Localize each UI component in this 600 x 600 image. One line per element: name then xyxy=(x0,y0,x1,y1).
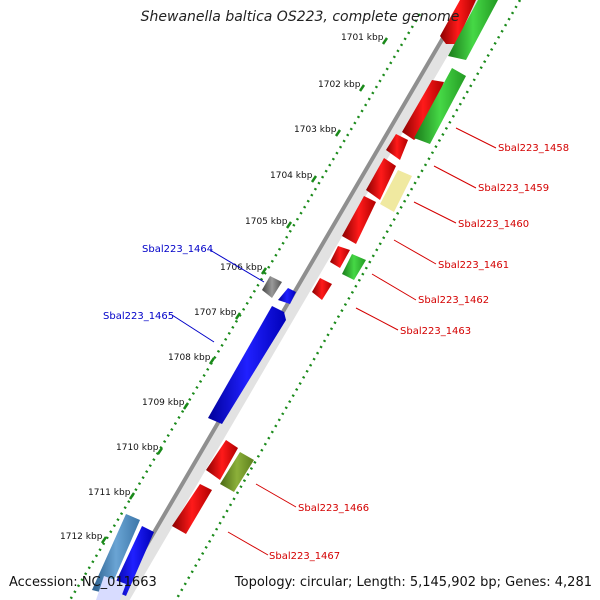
tick-label: 1702 kbp xyxy=(318,80,361,90)
gene-label[interactable]: Sbal223_1463 xyxy=(400,326,471,337)
tick-mark xyxy=(381,37,389,45)
tick-label: 1701 kbp xyxy=(341,33,384,43)
gene-top-red[interactable] xyxy=(440,0,476,44)
leader-lines xyxy=(171,127,497,556)
gene-blue-1464[interactable] xyxy=(278,288,296,304)
tick-label: 1709 kbp xyxy=(142,398,185,408)
gene-label[interactable]: Sbal223_1462 xyxy=(418,295,489,306)
gene-label[interactable]: Sbal223_1459 xyxy=(478,183,549,194)
genome-title: Shewanella baltica OS223, complete genom… xyxy=(140,9,460,25)
gene-green-1458[interactable] xyxy=(414,68,466,144)
tick-label: 1703 kbp xyxy=(294,125,337,135)
gene-red-1461[interactable] xyxy=(342,196,376,244)
tick-mark xyxy=(128,492,136,500)
tick-label: 1707 kbp xyxy=(194,308,237,318)
gene-label[interactable]: Sbal223_1467 xyxy=(269,551,340,562)
gene-label[interactable]: Sbal223_1458 xyxy=(498,143,569,154)
gene-label[interactable]: Sbal223_1464 xyxy=(142,244,213,255)
gene-label[interactable]: Sbal223_1466 xyxy=(298,503,369,514)
gene-label[interactable]: Sbal223_1465 xyxy=(103,311,174,322)
tick-marks xyxy=(100,37,389,544)
accession-label: Accession: NC_011663 xyxy=(9,575,157,590)
gene-red-1463[interactable] xyxy=(312,278,332,300)
gene-blue-bottom[interactable] xyxy=(112,526,154,596)
gene-red-1462[interactable] xyxy=(330,246,350,268)
gene-red-1459[interactable] xyxy=(386,134,408,160)
tick-label: 1711 kbp xyxy=(88,488,131,498)
gene-red-1467[interactable] xyxy=(172,484,212,534)
tick-mark xyxy=(260,267,268,275)
tick-mark xyxy=(182,402,190,410)
tick-mark xyxy=(100,536,108,544)
tick-mark xyxy=(156,447,164,455)
gene-yellow-1460[interactable] xyxy=(380,170,412,212)
tick-mark xyxy=(208,357,216,365)
inner-dotted-track xyxy=(68,13,422,600)
gene-gray-1464[interactable] xyxy=(262,276,282,298)
gene-labels: Sbal223_1458 Sbal223_1459 Sbal223_1460 Sbal… xyxy=(103,143,569,562)
gene-top-green[interactable] xyxy=(448,0,498,60)
gene-blue-1465[interactable] xyxy=(208,306,286,424)
tick-label: 1708 kbp xyxy=(168,353,211,363)
tick-label: 1710 kbp xyxy=(116,443,159,453)
tick-label: 1704 kbp xyxy=(270,171,313,181)
gene-red-1460[interactable] xyxy=(366,158,396,200)
gene-features xyxy=(92,0,498,600)
gene-green-1462[interactable] xyxy=(342,254,366,280)
gene-faded-bottom xyxy=(96,576,126,600)
backbone-shadow xyxy=(113,0,481,600)
tick-mark xyxy=(358,84,366,92)
topology-label: Topology: circular; Length: 5,145,902 bp… xyxy=(234,575,592,590)
gene-steel[interactable] xyxy=(92,514,140,594)
tick-mark xyxy=(234,312,242,320)
gene-label[interactable]: Sbal223_1461 xyxy=(438,260,509,271)
tick-mark xyxy=(310,175,318,183)
tick-label: 1712 kbp xyxy=(60,532,103,542)
gene-red-1[interactable] xyxy=(402,80,444,140)
gene-red-1466a[interactable] xyxy=(206,440,238,480)
gene-label[interactable]: Sbal223_1460 xyxy=(458,219,529,230)
tick-mark xyxy=(334,129,342,137)
tick-label: 1705 kbp xyxy=(245,217,288,227)
gene-olive-1466[interactable] xyxy=(220,452,254,492)
tick-mark xyxy=(285,221,293,229)
